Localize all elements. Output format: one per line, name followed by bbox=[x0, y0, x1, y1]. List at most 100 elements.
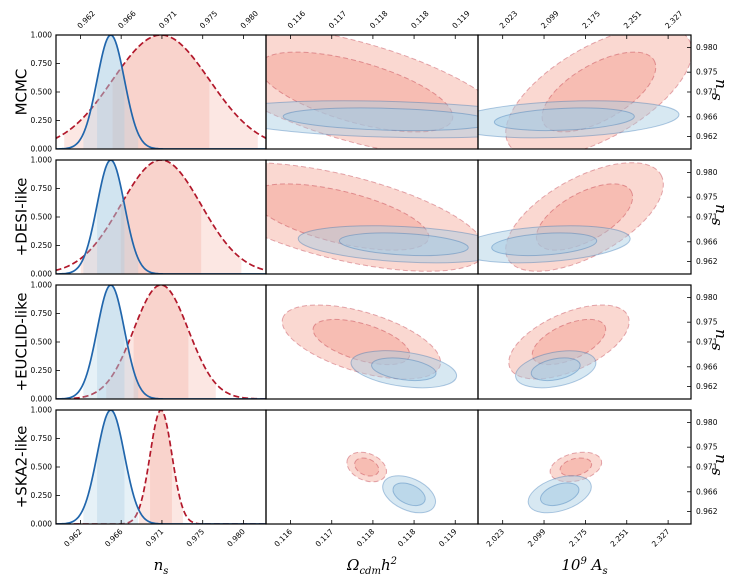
red-dashed-contour-68 bbox=[559, 457, 593, 477]
pdf-tick-label: 0.000 bbox=[31, 270, 53, 279]
pdf-panel-row-1 bbox=[56, 160, 266, 274]
red-dashed-pdf-curve bbox=[56, 285, 266, 399]
blue-solid-contour-68 bbox=[530, 357, 581, 382]
col-tick-label-top: 0.962 bbox=[75, 9, 97, 31]
col-tick-label-bottom: 0.119 bbox=[437, 527, 459, 549]
pdf-tick-label: 0.500 bbox=[31, 88, 53, 97]
xlabel-ns: ns bbox=[154, 556, 169, 577]
col-tick-label-top: 0.118 bbox=[409, 9, 431, 31]
red-dashed-pdf-band-2sigma bbox=[64, 35, 258, 149]
contour-panel-row-2-col-2 bbox=[508, 304, 630, 389]
blue-solid-contour-68 bbox=[392, 482, 426, 507]
col-tick-label-top: 0.117 bbox=[327, 9, 349, 31]
row-label: +SKA2-like bbox=[13, 426, 31, 509]
ns-axis-label-sub: s bbox=[708, 218, 726, 226]
pdf-tick-label: 0.750 bbox=[31, 309, 53, 318]
ns-tick-label: 0.971 bbox=[696, 213, 718, 222]
col-tick-label-bottom: 2.327 bbox=[650, 527, 672, 549]
blue-solid-pdf-band-2sigma bbox=[83, 410, 139, 524]
col-tick-label-bottom: 0.980 bbox=[225, 527, 247, 549]
pdf-tick-label: 0.000 bbox=[31, 145, 53, 154]
ns-tick-label: 0.975 bbox=[696, 318, 718, 327]
blue-solid-pdf-band-2sigma bbox=[83, 160, 139, 274]
ns-tick-label: 0.980 bbox=[696, 418, 718, 427]
red-dashed-contour-68 bbox=[531, 318, 607, 366]
pdf-tick-label: 1.000 bbox=[31, 156, 53, 165]
pdf-tick-label: 0.000 bbox=[31, 395, 53, 404]
pdf-tick-label: 0.250 bbox=[31, 116, 53, 125]
col-tick-label-bottom: 0.117 bbox=[314, 527, 336, 549]
red-dashed-pdf-band-1sigma bbox=[120, 160, 202, 274]
col-tick-label-bottom: 2.251 bbox=[609, 527, 631, 549]
col-tick-label-top: 2.175 bbox=[580, 9, 602, 31]
ns-axis-label: n bbox=[712, 79, 730, 89]
contour-panel-row-3-col-1 bbox=[346, 451, 436, 514]
row-label: +EUCLID-like bbox=[13, 293, 31, 392]
col-tick-label-top: 2.251 bbox=[622, 9, 644, 31]
ns-axis-label-sub: s bbox=[708, 343, 726, 351]
pdf-tick-label: 1.000 bbox=[31, 281, 53, 290]
xlabel-As: 109 As bbox=[561, 556, 607, 577]
red-dashed-pdf-curve bbox=[56, 160, 266, 272]
ns-tick-label: 0.962 bbox=[696, 257, 718, 266]
ns-axis-label-sub: s bbox=[708, 93, 726, 101]
contour-panel-row-0-col-1 bbox=[266, 35, 478, 149]
pdf-tick-label: 1.000 bbox=[31, 406, 53, 415]
pdf-tick-label: 0.250 bbox=[31, 491, 53, 500]
pdf-panel-row-0 bbox=[56, 35, 266, 149]
blue-solid-pdf-band-2sigma bbox=[83, 35, 139, 149]
ns-tick-label: 0.971 bbox=[696, 338, 718, 347]
pdf-tick-label: 0.500 bbox=[31, 463, 53, 472]
pdf-tick-label: 0.250 bbox=[31, 241, 53, 250]
col-tick-label-bottom: 2.023 bbox=[485, 527, 507, 549]
ns-tick-label: 0.975 bbox=[696, 68, 718, 77]
col-tick-label-top: 2.099 bbox=[539, 9, 561, 31]
blue-solid-pdf-band-1sigma bbox=[97, 285, 125, 399]
pdf-tick-label: 0.750 bbox=[31, 59, 53, 68]
col-tick-label-bottom: 0.118 bbox=[396, 527, 418, 549]
col-tick-label-bottom: 0.966 bbox=[103, 527, 125, 549]
contour-panel-row-0-col-2 bbox=[478, 35, 691, 149]
blue-solid-contour-68 bbox=[540, 482, 580, 507]
col-tick-label-top: 0.966 bbox=[116, 9, 138, 31]
red-dashed-pdf-band-2sigma bbox=[139, 410, 183, 524]
red-dashed-contour-68 bbox=[354, 457, 380, 477]
col-tick-label-bottom: 0.118 bbox=[355, 527, 377, 549]
pdf-tick-label: 0.750 bbox=[31, 434, 53, 443]
contour-panel-row-1-col-2 bbox=[478, 162, 664, 272]
pdf-tick-label: 0.750 bbox=[31, 184, 53, 193]
col-tick-label-top: 0.975 bbox=[198, 9, 220, 31]
col-tick-label-bottom: 2.175 bbox=[567, 527, 589, 549]
ns-tick-label: 0.962 bbox=[696, 507, 718, 516]
blue-solid-pdf-band-2sigma bbox=[83, 285, 139, 399]
red-dashed-pdf-curve bbox=[56, 35, 266, 140]
pdf-tick-label: 1.000 bbox=[31, 31, 53, 40]
ns-tick-label: 0.980 bbox=[696, 168, 718, 177]
ns-tick-label: 0.975 bbox=[696, 193, 718, 202]
blue-solid-pdf-band-1sigma bbox=[97, 35, 125, 149]
ns-tick-label: 0.966 bbox=[696, 487, 718, 496]
ns-tick-label: 0.962 bbox=[696, 132, 718, 141]
blue-solid-contour-68 bbox=[338, 232, 469, 257]
pdf-tick-label: 0.000 bbox=[31, 520, 53, 529]
col-tick-label-top: 0.118 bbox=[368, 9, 390, 31]
pdf-panel-row-3 bbox=[56, 410, 266, 524]
pdf-tick-label: 0.500 bbox=[31, 338, 53, 347]
red-dashed-pdf-band-1sigma bbox=[150, 410, 172, 524]
red-dashed-pdf-band-2sigma bbox=[80, 160, 242, 274]
contour-panel-row-2-col-1 bbox=[281, 304, 458, 389]
contour-panel-row-3-col-2 bbox=[527, 451, 603, 514]
ns-tick-label: 0.980 bbox=[696, 293, 718, 302]
col-tick-label-bottom: 0.971 bbox=[144, 527, 166, 549]
blue-solid-contour-68 bbox=[493, 107, 635, 132]
contour-panel-row-1-col-1 bbox=[266, 162, 478, 272]
ns-tick-label: 0.966 bbox=[696, 237, 718, 246]
pdf-tick-label: 0.500 bbox=[31, 213, 53, 222]
ns-axis-label: n bbox=[712, 329, 730, 339]
pdf-panel-row-2 bbox=[56, 285, 266, 399]
col-tick-label-top: 0.116 bbox=[286, 9, 308, 31]
blue-solid-contour-68 bbox=[282, 107, 478, 132]
blue-solid-contour-68 bbox=[371, 357, 437, 382]
ns-tick-label: 0.971 bbox=[696, 463, 718, 472]
